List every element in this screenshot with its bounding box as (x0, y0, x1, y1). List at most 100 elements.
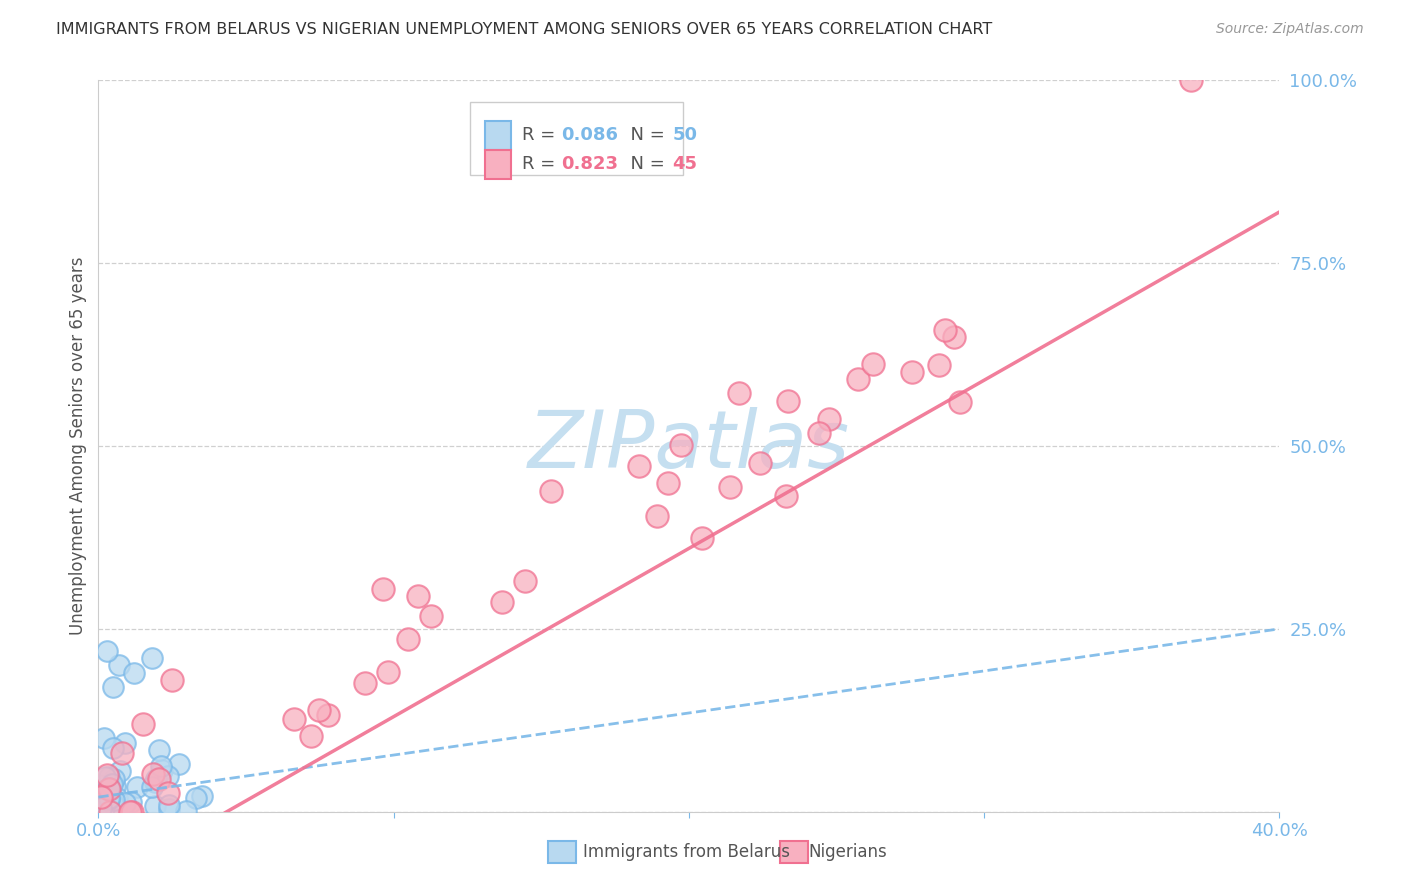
FancyBboxPatch shape (471, 103, 683, 176)
Point (103, 793, 125, 807)
Point (491, 595, 513, 609)
Point (184, 791, 207, 805)
Point (93, 797, 115, 811)
Point (98, 804, 121, 818)
Text: Immigrants from Belarus: Immigrants from Belarus (583, 843, 790, 861)
Point (143, 775, 166, 789)
Point (98, 781, 121, 796)
Point (900, 365, 922, 379)
Point (628, 458, 651, 473)
Text: Nigerians: Nigerians (808, 843, 887, 861)
Point (114, 736, 136, 750)
Point (150, 764, 173, 778)
Point (928, 358, 950, 372)
Point (299, 729, 322, 743)
Point (669, 438, 692, 452)
Point (149, 759, 172, 773)
Point (162, 673, 183, 687)
Point (93, 731, 115, 746)
Point (775, 489, 797, 503)
Text: 0.823: 0.823 (561, 155, 619, 173)
Point (96, 644, 118, 658)
Point (513, 574, 536, 589)
Point (120, 796, 142, 810)
Point (141, 780, 163, 794)
Point (718, 479, 741, 493)
Point (122, 665, 145, 680)
Point (406, 589, 429, 603)
Point (121, 805, 143, 819)
Point (108, 658, 131, 673)
Point (104, 779, 127, 793)
Point (93, 801, 115, 815)
Point (103, 797, 125, 811)
Text: N =: N = (619, 155, 671, 173)
Point (90, 801, 112, 815)
Bar (485, 120, 510, 150)
Point (862, 357, 884, 371)
Point (90, 790, 112, 805)
Point (94, 789, 117, 803)
Point (157, 786, 180, 800)
Bar (780, 841, 808, 863)
Text: R =: R = (523, 155, 561, 173)
Point (105, 791, 128, 805)
Point (942, 330, 965, 344)
Point (105, 805, 128, 819)
Point (96, 768, 118, 782)
Point (98, 805, 121, 819)
Point (98, 791, 121, 805)
Point (419, 609, 441, 624)
Point (93, 770, 115, 784)
Point (157, 802, 180, 816)
Point (818, 412, 841, 426)
Point (934, 323, 956, 337)
Point (749, 456, 772, 470)
Point (89, 797, 111, 811)
Point (308, 703, 330, 717)
Point (540, 484, 562, 499)
Point (846, 372, 869, 386)
Point (108, 764, 131, 779)
Point (191, 789, 214, 803)
Y-axis label: Unemployment Among Seniors over 65 years: Unemployment Among Seniors over 65 years (69, 257, 87, 635)
Point (373, 582, 395, 596)
Point (141, 651, 163, 665)
Point (647, 508, 669, 523)
Point (727, 386, 749, 401)
Text: N =: N = (619, 126, 671, 145)
Point (142, 767, 165, 781)
Text: 45: 45 (672, 155, 697, 173)
Text: Source: ZipAtlas.com: Source: ZipAtlas.com (1216, 22, 1364, 37)
Point (89, 790, 111, 805)
Point (316, 707, 339, 722)
Point (396, 632, 419, 647)
Text: R =: R = (523, 126, 561, 145)
Point (89, 778, 111, 792)
Point (377, 665, 399, 679)
Point (114, 796, 136, 810)
Point (101, 741, 124, 756)
Point (145, 772, 167, 786)
Text: IMMIGRANTS FROM BELARUS VS NIGERIAN UNEMPLOYMENT AMONG SENIORS OVER 65 YEARS COR: IMMIGRANTS FROM BELARUS VS NIGERIAN UNEM… (56, 22, 993, 37)
Point (96, 785, 118, 799)
Point (101, 777, 124, 791)
Point (1180, 73, 1202, 87)
Text: 50: 50 (672, 126, 697, 145)
Point (283, 712, 305, 726)
Point (98, 782, 121, 797)
Text: ZIPatlas: ZIPatlas (527, 407, 851, 485)
Point (98, 790, 121, 805)
Point (353, 676, 375, 690)
Point (103, 772, 125, 786)
Point (949, 395, 972, 409)
Point (104, 803, 127, 817)
Point (90, 789, 112, 804)
Text: 0.086: 0.086 (561, 126, 619, 145)
Point (132, 717, 155, 731)
Point (148, 772, 170, 786)
Point (118, 805, 141, 819)
Point (657, 476, 679, 491)
Point (111, 746, 134, 760)
Point (125, 780, 148, 794)
